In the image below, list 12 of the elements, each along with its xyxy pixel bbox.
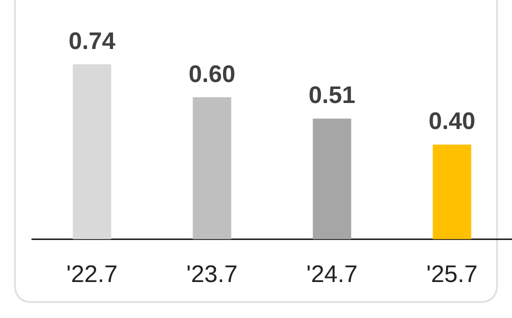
bar <box>312 118 352 240</box>
x-tick-label: '25.7 <box>426 261 478 288</box>
x-tick-label: '22.7 <box>66 261 118 288</box>
data-label: 0.60 <box>188 60 236 88</box>
bar <box>72 64 112 240</box>
x-tick-label: '24.7 <box>306 261 358 288</box>
x-tick-label: '23.7 <box>186 261 238 288</box>
data-label: 0.51 <box>308 82 356 110</box>
data-label: 0.40 <box>428 108 476 136</box>
bar <box>432 144 472 240</box>
data-label: 0.74 <box>68 28 116 55</box>
bar <box>192 97 232 240</box>
